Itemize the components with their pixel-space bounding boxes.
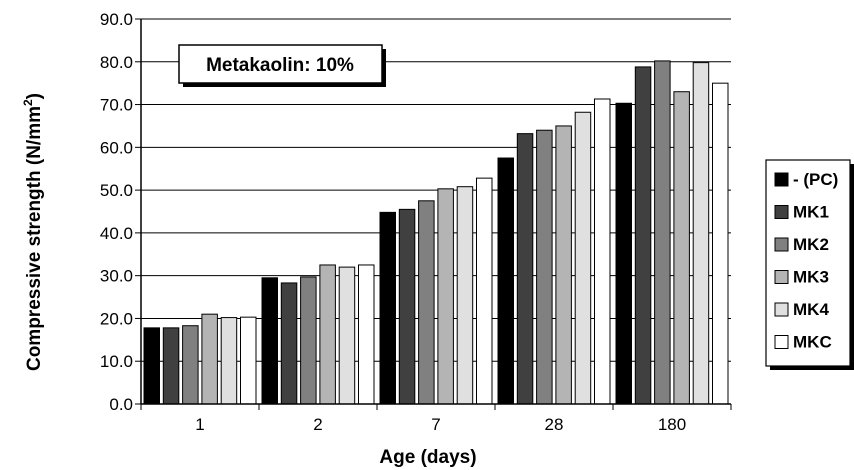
bar	[634, 66, 652, 405]
y-axis-title-main: Compressive strength (N/mm	[24, 106, 45, 371]
x-tick-label: 28	[545, 415, 564, 434]
legend-swatch	[774, 172, 789, 187]
x-tick-label: 7	[431, 415, 440, 434]
legend-frame	[765, 159, 851, 367]
y-tick-label: 20.0	[100, 309, 133, 328]
bar	[220, 317, 238, 405]
legend-swatch	[774, 335, 789, 349]
bar	[437, 188, 454, 405]
y-tick-label: 50.0	[100, 181, 133, 200]
bar	[143, 327, 160, 405]
bar	[654, 60, 671, 405]
y-tick-label: 80.0	[100, 53, 133, 72]
bar	[162, 327, 180, 405]
legend-swatch	[774, 237, 789, 252]
annotation-frame	[178, 44, 383, 84]
bar	[692, 62, 710, 405]
bar	[516, 133, 534, 405]
y-tick-label: 40.0	[100, 224, 133, 243]
legend-label: - (PC)	[793, 170, 838, 189]
bar	[456, 186, 474, 405]
y-tick-label: 90.0	[100, 10, 133, 29]
bar	[398, 208, 416, 405]
bar	[358, 264, 375, 405]
bar	[182, 325, 199, 405]
x-tick-label: 1	[195, 415, 204, 434]
bar	[379, 211, 396, 405]
bar	[201, 313, 218, 405]
y-axis-title-close: )	[24, 93, 45, 99]
y-tick-label: 0.0	[109, 395, 133, 414]
x-tick-label: 2	[313, 415, 322, 434]
bar	[712, 82, 729, 405]
y-tick-label: 70.0	[100, 96, 133, 115]
annotation-box: Metakaolin: 10%	[178, 44, 386, 87]
legend-label: MKC	[793, 333, 832, 352]
legend-swatch	[774, 205, 789, 219]
bar	[574, 111, 592, 405]
bar	[615, 102, 632, 405]
gridlines	[141, 18, 731, 362]
bar	[300, 276, 317, 405]
x-axis-title: Age (days)	[379, 447, 476, 468]
bar	[476, 177, 493, 405]
y-tick-label: 60.0	[100, 138, 133, 157]
legend-swatch	[774, 302, 789, 317]
legend-label: MK1	[793, 203, 829, 222]
axes	[135, 18, 732, 410]
y-axis-title: Compressive strength (N/mm2)	[21, 93, 45, 371]
bar	[497, 157, 514, 405]
bar	[673, 91, 690, 405]
bar	[536, 129, 553, 405]
bar	[240, 316, 257, 405]
bar	[555, 125, 572, 405]
annotation-text: Metakaolin: 10%	[206, 55, 354, 76]
bar	[338, 266, 356, 405]
bar	[261, 277, 278, 405]
bar	[594, 98, 611, 405]
bar	[280, 282, 298, 405]
bar-group	[143, 60, 729, 405]
x-tick-labels: 1 2 7 28 180	[195, 415, 686, 434]
legend: - (PC) MK1 MK2 MK3 MK4 MKC	[765, 159, 854, 370]
y-axis-title-superscript: 2	[21, 99, 35, 106]
x-tick-label: 180	[658, 415, 686, 434]
bar	[418, 200, 435, 405]
legend-label: MK3	[793, 268, 829, 287]
y-tick-label: 30.0	[100, 267, 133, 286]
bar	[319, 264, 336, 405]
y-tick-labels: 0.0 10.0 20.0 30.0 40.0 50.0 60.0 70.0 80.0 90.0	[100, 10, 133, 414]
legend-label: MK4	[793, 300, 829, 319]
y-tick-label: 10.0	[100, 352, 133, 371]
legend-label: MK2	[793, 235, 829, 254]
legend-swatch	[774, 270, 789, 284]
